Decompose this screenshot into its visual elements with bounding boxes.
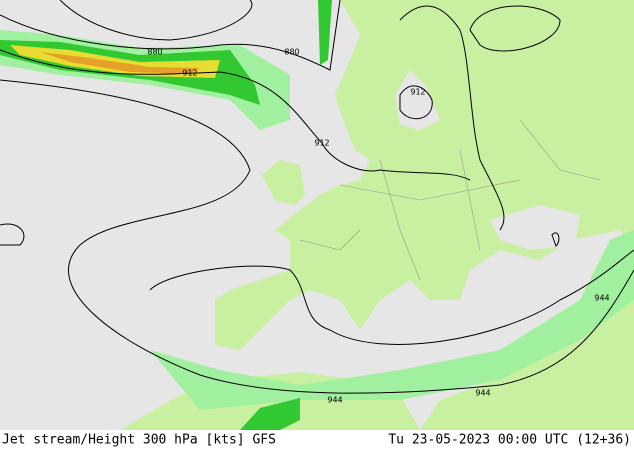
contour	[551, 232, 560, 247]
contour	[0, 49, 471, 181]
jet-band-south-core	[240, 398, 300, 430]
contour-label: 912	[314, 139, 329, 148]
contour	[469, 5, 561, 52]
contour-label: 912	[410, 88, 425, 97]
contour	[399, 5, 505, 231]
contour	[0, 223, 25, 246]
jet-band-orange	[40, 52, 200, 74]
valid-time: Tu 23-05-2023 00:00 UTC (12+36)	[388, 433, 631, 448]
land-scandinavia-inner	[395, 70, 440, 130]
contour-label: 944	[475, 389, 490, 398]
black-sea	[490, 205, 580, 250]
land-britain	[262, 160, 305, 205]
contour-label: 912	[182, 69, 197, 78]
land	[215, 0, 634, 430]
contour	[0, 79, 634, 394]
contour-label: 944	[594, 294, 609, 303]
jet-band-south	[150, 230, 634, 410]
contour-label: 944	[327, 396, 342, 405]
product-label: Jet stream/Height 300 hPa [kts] GFS	[2, 433, 276, 448]
contour	[399, 85, 433, 120]
borders	[299, 119, 601, 281]
jet-band-north	[318, 0, 332, 65]
contour-label: 880	[284, 48, 299, 57]
contour	[149, 249, 634, 345]
contour	[0, 0, 341, 71]
footer	[0, 430, 634, 450]
contour-label: 880	[147, 48, 162, 57]
contour	[59, 0, 253, 41]
